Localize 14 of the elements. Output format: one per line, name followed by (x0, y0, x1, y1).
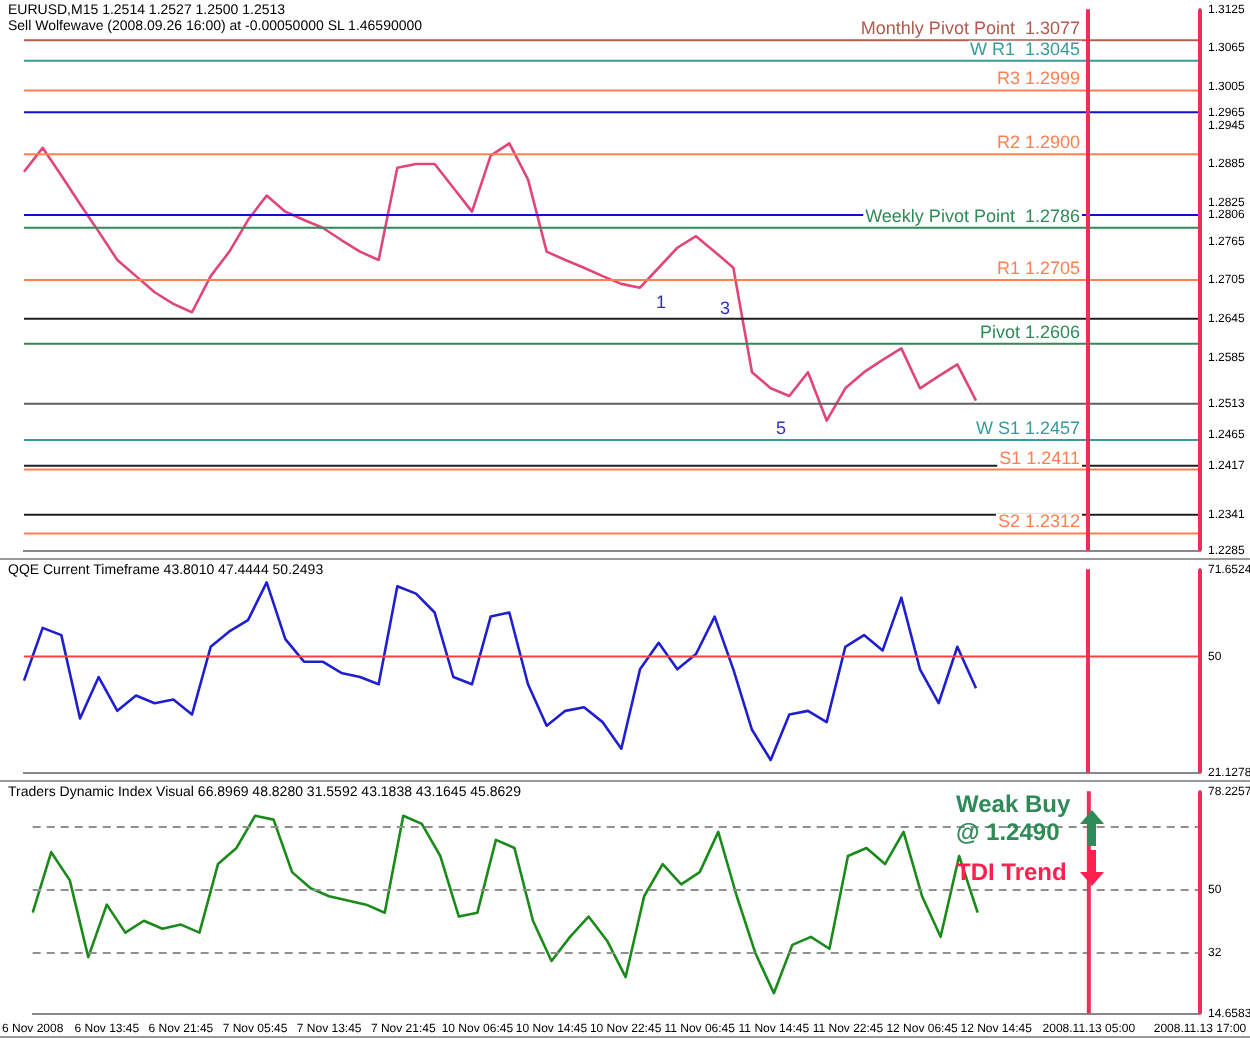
ref-line-label: W R1 1.3045 (969, 38, 1080, 59)
ref-line-label: S2 1.2312 (997, 511, 1080, 532)
ref-line-label: S1 1.2411 (999, 447, 1080, 468)
ref-line-label: Monthly Pivot Point 1.3077 (860, 18, 1080, 39)
ref-line-label: R3 1.2999 (996, 68, 1080, 89)
ref-line-label: R1 1.2705 (996, 257, 1080, 278)
ref-line-label: R2 1.2900 (996, 132, 1080, 153)
annotation: Weak Buy @ 1.2490 (956, 790, 1073, 846)
ref-line-label: W S1 1.2457 (975, 417, 1080, 438)
ref-line-label: Pivot 1.2606 (979, 321, 1080, 342)
ref-line-label: Weekly Pivot Point 1.2786 (865, 205, 1080, 226)
annotation: 5 (776, 418, 789, 438)
annotation: 1 (656, 292, 669, 312)
annotation: 3 (720, 298, 733, 318)
